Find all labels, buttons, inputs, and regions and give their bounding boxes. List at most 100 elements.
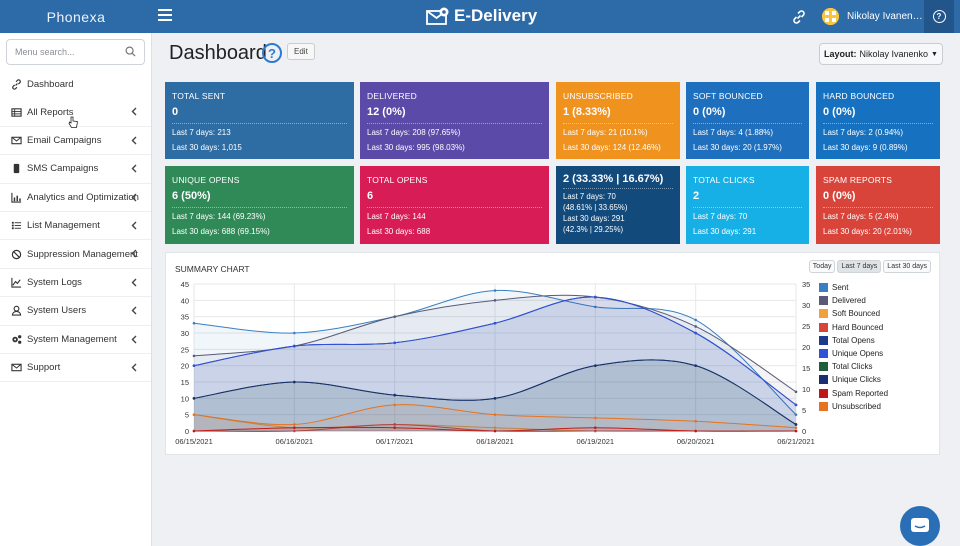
legend-item[interactable]: Spam Reported bbox=[819, 387, 888, 400]
legend-item[interactable]: Total Opens bbox=[819, 334, 888, 347]
bar-chart-icon bbox=[11, 192, 22, 203]
card-last-7: Last 7 days: 208 (97.65%) bbox=[367, 128, 461, 137]
card-spam-reports[interactable]: SPAM REPORTS 0 (0%) Last 7 days: 5 (2.4%… bbox=[816, 166, 940, 244]
edit-button[interactable]: Edit bbox=[287, 43, 315, 60]
sidebar-item-label: SMS Campaigns bbox=[27, 163, 99, 175]
user-name[interactable]: Nikolay Ivanen… bbox=[847, 11, 923, 22]
card-unsubscribed[interactable]: UNSUBSCRIBED 1 (8.33%) Last 7 days: 21 (… bbox=[556, 82, 680, 159]
data-point-hard-bounced bbox=[594, 429, 597, 433]
x-tick-label: 06/16/2021 bbox=[276, 437, 314, 446]
sidebar-item-dashboard[interactable]: Dashboard bbox=[0, 70, 151, 98]
card-last-30: Last 30 days: 124 (12.46%) bbox=[563, 143, 661, 152]
data-point-unique-clicks bbox=[694, 364, 697, 367]
data-point-unsubscribed bbox=[393, 403, 396, 407]
card-total-sent[interactable]: TOTAL SENT 0 Last 7 days: 213 Last 30 da… bbox=[165, 82, 354, 159]
y-tick-label-left: 15 bbox=[181, 378, 189, 387]
chevron-left-icon bbox=[131, 335, 137, 344]
legend-item[interactable]: Soft Bounced bbox=[819, 307, 888, 320]
sidebar-item-list-management[interactable]: List Management bbox=[0, 212, 151, 241]
legend-swatch bbox=[819, 335, 828, 345]
y-tick-label-left: 0 bbox=[185, 427, 189, 436]
envelope-icon bbox=[11, 363, 22, 372]
sidebar-item-label: System Logs bbox=[27, 276, 82, 288]
legend-swatch bbox=[819, 388, 828, 398]
sidebar-item-system-management[interactable]: System Management bbox=[0, 326, 151, 354]
data-point-spam-reported bbox=[594, 426, 597, 430]
sidebar-item-system-logs[interactable]: System Logs bbox=[0, 269, 151, 298]
data-point-unique-opens bbox=[393, 341, 396, 345]
legend-swatch bbox=[819, 362, 828, 372]
chevron-left-icon bbox=[131, 164, 137, 173]
sidebar-item-analytics[interactable]: Analytics and Optimization bbox=[0, 184, 151, 212]
y-tick-label-left: 5 bbox=[185, 411, 189, 420]
range-last30-button[interactable]: Last 30 days bbox=[883, 260, 931, 273]
card-value: 6 (50%) bbox=[172, 190, 211, 202]
legend-item[interactable]: Sent bbox=[819, 281, 888, 294]
legend-swatch bbox=[819, 349, 828, 359]
brand-logo[interactable]: Phonexa bbox=[0, 0, 152, 33]
legend-label: Total Clicks bbox=[832, 362, 873, 372]
range-today-button[interactable]: Today bbox=[808, 260, 836, 273]
card-last-7: Last 7 days: 144 (69.23%) bbox=[172, 212, 266, 221]
card-soft-bounced[interactable]: SOFT BOUNCED 0 (0%) Last 7 days: 4 (1.88… bbox=[686, 82, 809, 159]
card-total-clicks[interactable]: TOTAL CLICKS 2 Last 7 days: 70 Last 30 d… bbox=[686, 166, 809, 244]
legend-item[interactable]: Hard Bounced bbox=[819, 321, 888, 334]
card-last-7: Last 7 days: 70 bbox=[693, 212, 748, 221]
sidebar-item-label: All Reports bbox=[27, 106, 74, 118]
card-total-opens[interactable]: TOTAL OPENS 6 Last 7 days: 144 Last 30 d… bbox=[360, 166, 549, 244]
card-last-30: Last 30 days: 688 (69.15%) bbox=[172, 227, 270, 236]
summary-chart-panel: SUMMARY CHART Today Last 7 days Last 30 … bbox=[165, 252, 940, 455]
card-last-30: Last 30 days: 291 bbox=[693, 227, 757, 236]
data-point-unique-opens bbox=[493, 321, 497, 325]
cogs-icon bbox=[12, 334, 22, 344]
product-logo[interactable]: E-Delivery bbox=[426, 4, 537, 28]
sidebar-item-email-campaigns[interactable]: Email Campaigns bbox=[0, 127, 151, 156]
legend-item[interactable]: Unique Opens bbox=[819, 347, 888, 360]
y-tick-label-right: 5 bbox=[802, 406, 806, 415]
sidebar-item-support[interactable]: Support bbox=[0, 354, 151, 383]
data-point-unique-clicks bbox=[192, 397, 196, 400]
help-icon[interactable]: ? bbox=[262, 43, 282, 63]
data-point-unique-clicks bbox=[794, 423, 798, 426]
y-tick-label-right: 0 bbox=[802, 427, 806, 436]
sidebar-item-system-users[interactable]: System Users bbox=[0, 297, 151, 326]
data-point-sent bbox=[694, 318, 697, 322]
card-title: HARD BOUNCED bbox=[823, 91, 895, 101]
legend-swatch bbox=[819, 309, 828, 319]
legend-item[interactable]: Unsubscribed bbox=[819, 400, 888, 413]
chat-button[interactable] bbox=[900, 506, 940, 546]
help-button[interactable]: ? bbox=[924, 0, 954, 33]
card-unique-opens[interactable]: UNIQUE OPENS 6 (50%) Last 7 days: 144 (6… bbox=[165, 166, 354, 244]
sidebar: Dashboard All Reports Email Campaigns SM… bbox=[0, 33, 152, 546]
list-icon bbox=[11, 221, 22, 230]
card-last-7: Last 7 days: 144 bbox=[367, 212, 426, 221]
avatar[interactable] bbox=[822, 8, 839, 25]
link-icon[interactable] bbox=[791, 9, 807, 25]
menu-search-input[interactable] bbox=[7, 40, 117, 64]
card-unique-clicks[interactable]: 2 (33.33% | 16.67%) Last 7 days: 70 (48.… bbox=[556, 166, 680, 244]
sidebar-item-sms-campaigns[interactable]: SMS Campaigns bbox=[0, 155, 151, 184]
data-point-unsubscribed bbox=[493, 413, 497, 416]
sidebar-item-suppression-management[interactable]: Suppression Management bbox=[0, 240, 151, 269]
layout-value: Nikolay Ivanenko bbox=[859, 49, 929, 59]
series-area-sent bbox=[194, 290, 796, 431]
card-delivered[interactable]: DELIVERED 12 (0%) Last 7 days: 208 (97.6… bbox=[360, 82, 549, 159]
sidebar-item-label: Analytics and Optimization bbox=[27, 191, 139, 203]
search-icon[interactable] bbox=[125, 46, 136, 57]
menu-toggle-icon[interactable] bbox=[158, 9, 172, 23]
legend-label: Unique Opens bbox=[832, 349, 884, 359]
range-last7-button[interactable]: Last 7 days bbox=[837, 260, 882, 273]
x-tick-label: 06/19/2021 bbox=[577, 437, 615, 446]
legend-item[interactable]: Total Clicks bbox=[819, 360, 888, 373]
card-last-7: Last 7 days: 2 (0.94%) bbox=[823, 128, 904, 137]
legend-item[interactable]: Delivered bbox=[819, 294, 888, 307]
y-tick-label-left: 30 bbox=[181, 329, 189, 338]
card-last-7: Last 7 days: 70 bbox=[563, 192, 616, 201]
chevron-left-icon bbox=[131, 278, 137, 287]
card-title: UNIQUE OPENS bbox=[172, 175, 240, 185]
user-icon bbox=[11, 306, 22, 316]
series-area-total-clicks bbox=[194, 359, 796, 431]
layout-dropdown[interactable]: Layout: Nikolay Ivanenko ▼ bbox=[819, 43, 943, 65]
card-hard-bounced[interactable]: HARD BOUNCED 0 (0%) Last 7 days: 2 (0.94… bbox=[816, 82, 940, 159]
legend-item[interactable]: Unique Clicks bbox=[819, 373, 888, 386]
